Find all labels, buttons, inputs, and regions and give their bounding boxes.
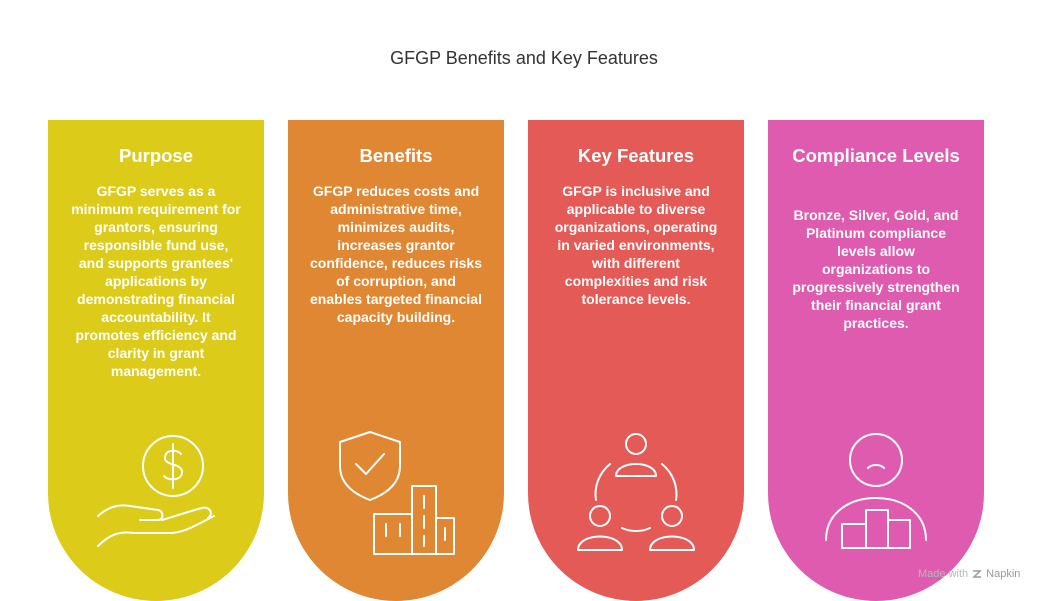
compliance-levels-card: Compliance Levels Bronze, Silver, Gold, … (768, 120, 984, 601)
watermark-brand: Napkin (986, 568, 1021, 580)
card-title: Benefits (359, 145, 433, 166)
watermark: Made with Napkin (918, 568, 1020, 580)
card-title: Purpose (118, 145, 194, 166)
page-title: GFGP Benefits and Key Features (390, 48, 658, 68)
card-title: Key Features (577, 145, 695, 166)
card-body: GFGP reduces costs and administrative ti… (310, 183, 482, 325)
card-title: Compliance Levels (792, 145, 960, 166)
card-body: GFGP serves as a minimum requirement for… (71, 183, 241, 379)
key-features-card: Key Features GFGP is inclusive and appli… (528, 120, 744, 601)
card-body: Bronze, Silver, Gold, and Platinum compl… (792, 207, 960, 331)
card-body: GFGP is inclusive and applicable to dive… (554, 183, 718, 307)
napkin-logo-icon (972, 570, 982, 578)
hand-dollar-icon (86, 428, 226, 558)
shield-buildings-icon (326, 428, 466, 558)
watermark-prefix: Made with (918, 568, 969, 580)
purpose-card: Purpose GFGP serves as a minimum require… (48, 120, 264, 601)
person-podium-icon (806, 428, 946, 558)
group-network-icon (566, 428, 706, 558)
benefits-card: Benefits GFGP reduces costs and administ… (288, 120, 504, 601)
